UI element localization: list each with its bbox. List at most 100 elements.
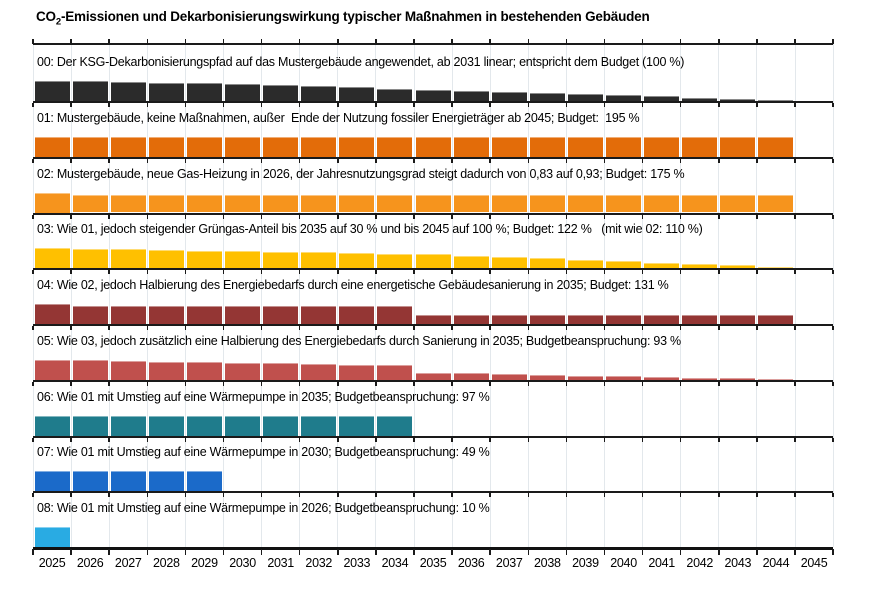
row-baseline-tick [679, 214, 682, 219]
x-axis-tick [375, 549, 377, 555]
row-baseline-tick [184, 270, 187, 275]
row-baseline-tick [527, 326, 530, 330]
row-baseline-00 [33, 101, 834, 103]
year-gridline [70, 44, 72, 547]
row-baseline-tick [184, 437, 187, 442]
row-baseline-tick [298, 214, 301, 219]
row-baseline-tick [565, 158, 568, 163]
bar-02-2040 [606, 194, 642, 213]
row-baseline-tick [222, 326, 225, 330]
row-baseline-tick [260, 103, 263, 107]
x-tick-label-2030: 2030 [229, 556, 256, 570]
row-baseline-tick [679, 326, 682, 330]
top-axis-tick [565, 39, 568, 44]
row-baseline-tick [603, 214, 606, 219]
row-baseline-tick [222, 437, 225, 442]
row-baseline-tick [718, 381, 720, 386]
row-baseline-tick [70, 326, 72, 330]
bar-01-2031 [263, 136, 299, 157]
row-baseline-tick [375, 381, 377, 386]
bar-00-2027 [110, 82, 146, 101]
bar-03-2030 [225, 251, 261, 269]
bar-01-2042 [682, 136, 718, 157]
bar-02-2033 [339, 194, 375, 213]
row-baseline-tick [146, 158, 149, 163]
row-baseline-tick [641, 381, 644, 386]
bar-01-2027 [110, 136, 146, 157]
row-baseline-tick [641, 437, 644, 442]
row-baseline-tick [108, 103, 110, 107]
x-tick-label-2035: 2035 [419, 556, 447, 570]
top-axis-tick [222, 39, 225, 44]
bar-03-2028 [148, 250, 184, 269]
bar-05-2040 [606, 376, 642, 380]
row-baseline-tick [108, 214, 110, 219]
row-baseline-tick [222, 214, 225, 219]
bar-00-2031 [263, 85, 299, 101]
row-baseline-tick [756, 326, 758, 330]
year-gridline [718, 44, 720, 547]
measure-label-08: 08: Wie 01 mit Umstieg auf eine Wärmepum… [37, 501, 490, 515]
bar-01-2025 [34, 136, 70, 157]
year-gridline [261, 44, 263, 547]
row-baseline-tick [70, 437, 72, 442]
year-gridline [604, 44, 605, 547]
row-baseline-tick [679, 270, 682, 275]
year-gridline [108, 44, 110, 547]
year-gridline [146, 44, 148, 547]
x-tick-label-2037: 2037 [495, 556, 523, 570]
bar-00-2029 [186, 83, 222, 101]
row-baseline-tick [184, 326, 187, 330]
bar-02-2041 [644, 194, 680, 213]
row-baseline-tick [337, 214, 339, 219]
bar-02-2032 [301, 194, 337, 213]
bar-01-2029 [186, 136, 222, 157]
x-tick-label-2045: 2045 [800, 556, 828, 570]
bar-08-2025 [34, 527, 70, 547]
row-baseline-tick [718, 158, 720, 163]
bar-05-2030 [225, 362, 261, 380]
bar-04-2026 [72, 306, 108, 324]
bar-00-2032 [301, 86, 337, 101]
bar-04-2039 [567, 315, 603, 324]
bar-04-2038 [529, 315, 565, 324]
bar-00-2037 [491, 92, 527, 101]
x-tick-label-2028: 2028 [153, 556, 180, 570]
year-gridline [375, 44, 377, 547]
row-baseline-tick [337, 437, 339, 442]
x-tick-label-2040: 2040 [610, 556, 637, 570]
bar-00-2025 [34, 81, 70, 101]
year-gridline [451, 44, 453, 547]
bar-03-2036 [453, 255, 489, 269]
row-baseline-tick [337, 158, 339, 163]
row-baseline-tick [489, 381, 491, 386]
bar-03-2038 [529, 258, 565, 269]
bar-05-2027 [110, 360, 146, 380]
row-baseline-tick [679, 158, 682, 163]
bar-04-2041 [644, 315, 680, 324]
year-gridline [223, 44, 224, 547]
bar-07-2027 [110, 471, 146, 492]
bar-00-2034 [377, 88, 413, 101]
row-baseline-tick [260, 214, 263, 219]
row-baseline-tick [489, 270, 491, 275]
chart-title-rest: -Emissionen und Dekarbonisierungswirkung… [60, 9, 650, 24]
row-baseline-03 [33, 268, 834, 271]
row-baseline-tick [32, 326, 34, 330]
bar-01-2040 [606, 136, 642, 157]
bar-00-2033 [339, 87, 375, 101]
bar-02-2025 [34, 192, 70, 213]
row-baseline-tick [527, 158, 530, 163]
x-tick-label-2036: 2036 [457, 556, 485, 570]
row-baseline-tick [527, 103, 530, 107]
row-baseline-tick [794, 381, 796, 386]
year-gridline [184, 44, 186, 547]
row-baseline-tick [413, 437, 415, 442]
x-axis-tick [603, 549, 606, 555]
row-baseline-tick [718, 270, 720, 275]
x-axis-tick [679, 549, 682, 555]
measure-label-07: 07: Wie 01 mit Umstieg auf eine Wärmepum… [37, 445, 490, 460]
row-baseline-tick [641, 270, 644, 275]
row-baseline-tick [375, 326, 377, 330]
bar-04-2025 [34, 304, 70, 324]
